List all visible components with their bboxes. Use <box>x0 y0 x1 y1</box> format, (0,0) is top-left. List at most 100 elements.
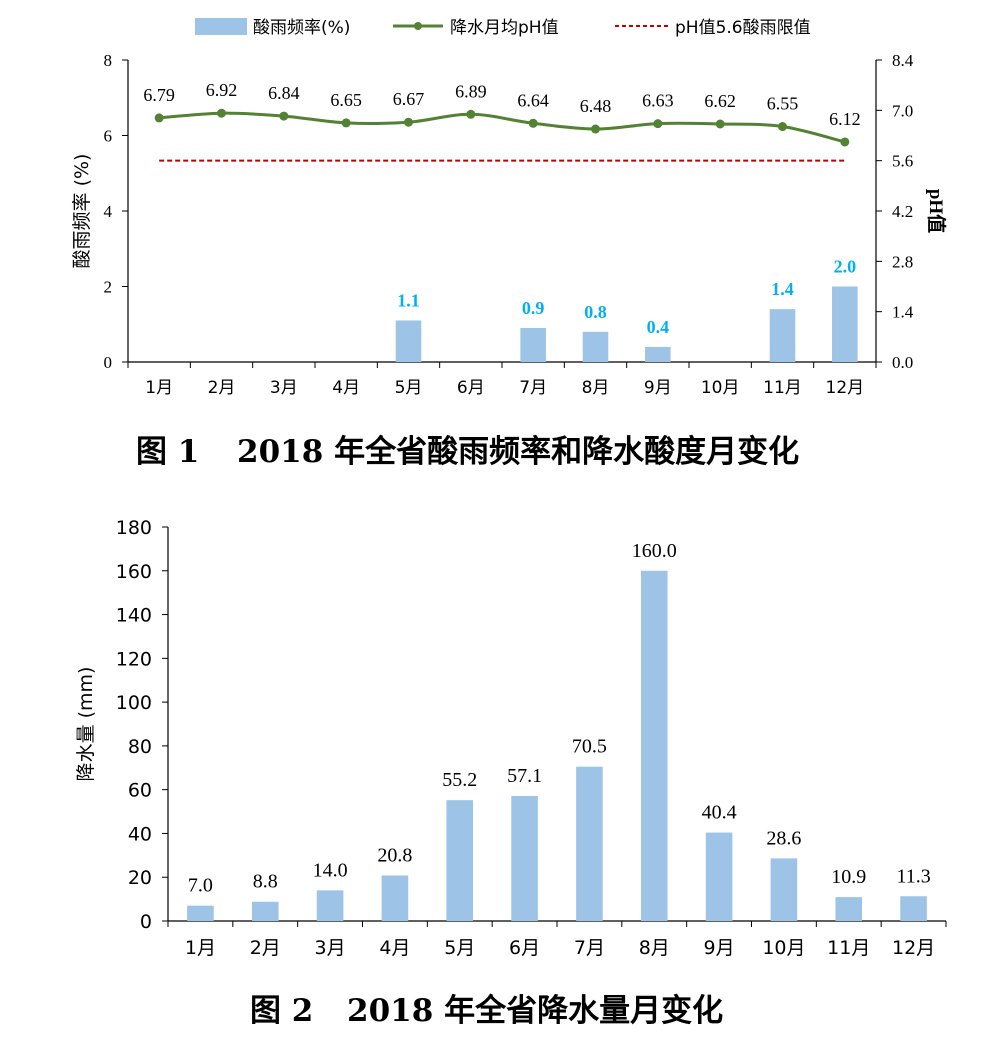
x-tick-label: 4月 <box>332 378 360 398</box>
bar <box>705 832 733 921</box>
bar-data-label: 1.4 <box>771 279 794 299</box>
y-tick-label: 4 <box>104 202 113 221</box>
bar-data-label: 40.4 <box>702 802 737 824</box>
ph-point <box>341 118 351 128</box>
x-tick-label: 8月 <box>639 937 670 959</box>
chart-1-legend: 酸雨频率(%) 降水月均pH值 pH值5.6酸雨限值 <box>195 18 811 38</box>
bar-data-label: 11.3 <box>896 865 930 887</box>
chart-1-y-ticks: 0 2 4 6 8 <box>104 51 128 372</box>
bar-data-label: 10.9 <box>831 866 866 888</box>
y2-tick-label: 5.6 <box>892 152 913 171</box>
y-tick-label: 0 <box>140 911 152 933</box>
bar <box>640 570 668 921</box>
chart-2-ylabel: 降水量 (mm) <box>75 667 97 782</box>
x-tick-label: 5月 <box>444 937 475 959</box>
bar-data-label: 70.5 <box>572 736 607 758</box>
chart-2-bars: 7.0 8.8 14.0 20.8 55.2 57.1 70.5 160.0 40.4 28.6 1… <box>187 540 931 921</box>
bar <box>187 905 214 921</box>
y-tick-label: 0 <box>104 353 113 372</box>
ph-data-label: 6.92 <box>206 80 238 100</box>
chart-1-ylabel: 酸雨频率 (%) <box>71 154 93 269</box>
x-tick-label: 11月 <box>827 937 870 959</box>
chart-1-y2-ticks: 0.0 1.4 2.8 4.2 5.6 7.0 8.4 <box>876 51 914 372</box>
ph-data-label: 6.79 <box>143 85 175 105</box>
bar <box>645 346 671 362</box>
bar-data-label: 1.1 <box>397 290 420 310</box>
ph-point <box>840 137 850 147</box>
ph-data-label: 6.64 <box>517 90 549 110</box>
bar <box>582 331 609 362</box>
ph-data-label: 6.89 <box>455 81 487 101</box>
x-tick-label: 7月 <box>519 378 547 398</box>
chart-1-caption-text: 2018 年全省酸雨频率和降水酸度月变化 <box>237 434 799 470</box>
bar <box>520 328 546 362</box>
ph-series-line <box>159 111 846 144</box>
y2-tick-label: 1.4 <box>892 303 914 322</box>
x-tick-label: 12月 <box>826 378 865 398</box>
bar <box>835 897 863 921</box>
ph-data-label: 6.62 <box>704 91 736 111</box>
y-tick-label: 60 <box>128 780 152 802</box>
bar-data-label: 14.0 <box>313 859 348 881</box>
bar <box>381 875 409 921</box>
x-tick-label: 9月 <box>704 937 735 959</box>
chart-2: 0 20 40 60 80 100 120 140 160 180 1月 2月 3月 4月 5月 6月 7月 8… <box>75 517 947 1029</box>
bar-data-label: 0.9 <box>522 298 545 318</box>
bar <box>316 890 344 921</box>
ph-point <box>715 119 725 129</box>
chart-2-caption-number: 图 2 <box>250 993 313 1029</box>
chart-1-ph-line: 6.79 6.92 6.84 6.65 6.67 6.89 6.64 6.48 6.63 6.62… <box>143 80 861 147</box>
x-tick-label: 10月 <box>762 937 805 959</box>
bar-data-label: 0.8 <box>584 302 607 322</box>
legend-bar-swatch <box>195 18 247 35</box>
x-tick-label: 1月 <box>185 937 216 959</box>
bar <box>832 286 858 362</box>
bar <box>251 901 279 921</box>
legend-bar-label: 酸雨频率(%) <box>253 18 350 38</box>
bar <box>576 766 603 921</box>
legend-line-label: 降水月均pH值 <box>450 18 559 38</box>
ph-data-label: 6.48 <box>580 96 612 116</box>
chart-1: 酸雨频率(%) 降水月均pH值 pH值5.6酸雨限值 0 2 4 6 8 0.0 1.4 2… <box>71 18 948 470</box>
chart-2-y-ticks: 0 20 40 60 80 100 120 140 160 180 <box>116 517 168 933</box>
x-tick-label: 3月 <box>270 378 298 398</box>
y-tick-label: 2 <box>104 278 113 297</box>
x-tick-label: 9月 <box>644 378 672 398</box>
ph-data-label: 6.67 <box>393 89 425 109</box>
ph-point <box>404 117 413 127</box>
y-tick-label: 40 <box>128 823 152 845</box>
bar <box>900 896 927 921</box>
y-tick-label: 80 <box>128 736 152 758</box>
bar <box>511 796 538 921</box>
x-tick-label: 3月 <box>315 937 346 959</box>
ph-point <box>154 113 164 123</box>
x-tick-label: 7月 <box>574 937 605 959</box>
ph-point <box>653 119 663 129</box>
bar-data-label: 2.0 <box>834 257 857 277</box>
x-tick-label: 6月 <box>457 378 485 398</box>
y-tick-label: 6 <box>104 127 113 146</box>
ph-data-label: 6.65 <box>330 90 362 110</box>
y2-tick-label: 0.0 <box>892 353 913 372</box>
x-tick-label: 11月 <box>763 378 802 398</box>
bar <box>770 858 798 921</box>
chart-2-caption-text: 2018 年全省降水量月变化 <box>347 993 723 1029</box>
ph-data-label: 6.55 <box>767 94 799 114</box>
bar <box>446 800 474 921</box>
x-tick-label: 2月 <box>208 378 236 398</box>
legend-limit-label: pH值5.6酸雨限值 <box>675 18 811 38</box>
x-tick-label: 10月 <box>701 378 740 398</box>
ph-point <box>778 122 787 132</box>
y-tick-label: 140 <box>116 605 152 627</box>
ph-data-label: 6.12 <box>829 109 861 129</box>
ph-point <box>528 118 538 128</box>
bar-data-label: 57.1 <box>507 765 542 787</box>
bar-data-label: 20.8 <box>377 844 412 866</box>
ph-point <box>591 124 600 134</box>
chart-1-caption-number: 图 1 <box>136 434 199 470</box>
ph-point <box>279 111 289 121</box>
y-tick-label: 160 <box>116 561 152 583</box>
y2-tick-label: 2.8 <box>892 252 913 271</box>
x-tick-label: 2月 <box>250 937 281 959</box>
